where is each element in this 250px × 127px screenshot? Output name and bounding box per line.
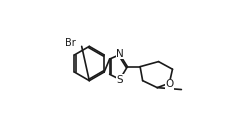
Text: S: S — [116, 75, 122, 85]
Text: Br: Br — [65, 38, 76, 47]
Text: N: N — [116, 49, 124, 59]
Text: O: O — [164, 79, 173, 89]
